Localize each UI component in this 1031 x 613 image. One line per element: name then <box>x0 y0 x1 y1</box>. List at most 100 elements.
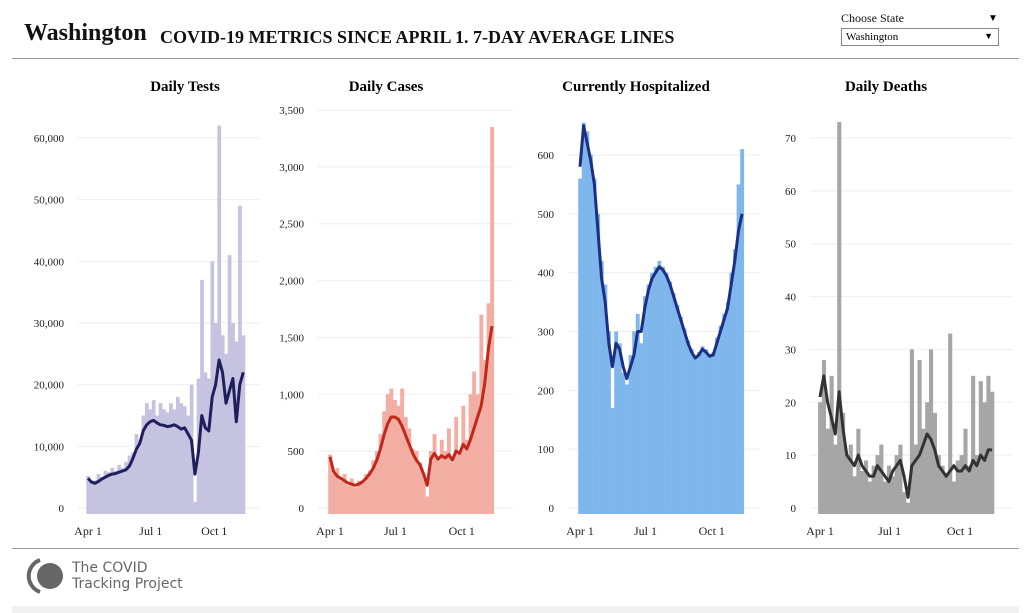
daily-bar <box>689 349 694 514</box>
daily-bar <box>450 462 455 514</box>
daily-bar <box>722 313 727 514</box>
daily-bar <box>736 184 741 514</box>
y-tick-label: 30,000 <box>34 318 65 330</box>
daily-bar <box>389 388 394 514</box>
daily-bar <box>596 213 601 515</box>
daily-bar <box>617 343 622 514</box>
seven-day-average-line <box>86 358 245 485</box>
daily-bar <box>89 483 94 514</box>
daily-bar <box>653 266 658 514</box>
daily-bar <box>646 284 651 514</box>
daily-bar <box>193 501 197 514</box>
daily-bar <box>227 255 232 514</box>
x-tick-label: Oct 1 <box>699 524 725 538</box>
daily-bar <box>733 249 737 514</box>
daily-bar <box>906 502 911 514</box>
daily-bar <box>894 455 899 514</box>
daily-bar <box>138 440 142 514</box>
covid-tracking-project-logo[interactable]: The COVID Tracking Project <box>26 556 183 596</box>
daily-bar <box>971 375 976 514</box>
daily-bar <box>443 451 448 514</box>
y-tick-label: 60 <box>785 186 797 198</box>
daily-bar <box>371 460 376 514</box>
choose-state-label: Choose State <box>841 11 904 25</box>
daily-bar <box>396 405 401 514</box>
y-tick-label: 2,500 <box>279 219 304 231</box>
x-tick-label: Jul 1 <box>384 524 407 538</box>
daily-bar <box>929 349 934 514</box>
daily-bar <box>349 478 354 514</box>
y-tick-label: 0 <box>549 503 555 515</box>
daily-bar <box>385 394 390 514</box>
daily-bar <box>407 428 412 514</box>
daily-bar <box>821 360 827 514</box>
daily-bar <box>425 496 430 514</box>
y-tick-label: 20 <box>785 397 797 409</box>
y-tick-label: 1,500 <box>279 332 304 344</box>
state-select[interactable]: Washington ▼ <box>841 28 999 46</box>
daily-bar <box>124 461 128 514</box>
daily-bar <box>589 155 593 514</box>
daily-bar <box>610 407 615 514</box>
daily-bar <box>921 428 926 514</box>
daily-bar <box>106 472 111 514</box>
daily-bar <box>686 340 691 514</box>
daily-bar <box>632 331 637 514</box>
daily-bar <box>661 266 665 514</box>
daily-bar <box>113 471 118 514</box>
daily-bar <box>729 272 734 514</box>
y-tick-label: 50 <box>785 239 797 251</box>
daily-bar <box>883 481 888 514</box>
logo-icon <box>26 558 63 594</box>
y-tick-label: 70 <box>785 133 797 145</box>
daily-bar <box>439 439 444 514</box>
daily-bar <box>693 357 698 514</box>
daily-bar <box>936 455 941 514</box>
daily-bar <box>472 371 477 514</box>
daily-bar <box>725 302 730 514</box>
daily-bar <box>335 468 340 514</box>
daily-bar <box>465 439 469 514</box>
daily-bar <box>639 343 644 514</box>
daily-bar <box>217 125 222 515</box>
daily-bar <box>707 353 712 514</box>
daily-bar <box>951 481 957 514</box>
y-tick-label: 1,000 <box>279 389 304 401</box>
x-tick-label: Apr 1 <box>316 524 344 538</box>
daily-bar <box>599 260 604 514</box>
y-tick-label: 40 <box>785 292 797 304</box>
daily-bar <box>959 455 964 514</box>
daily-bar <box>331 473 336 514</box>
daily-bar <box>418 462 423 514</box>
daily-bar <box>207 378 211 514</box>
daily-bar <box>875 455 880 514</box>
daily-bar <box>346 485 351 514</box>
daily-bar <box>353 487 358 514</box>
y-tick-label: 3,500 <box>279 105 304 117</box>
y-tick-label: 600 <box>538 150 555 162</box>
daily-bar <box>234 341 239 514</box>
daily-bar <box>339 480 343 514</box>
chart-title: Currently Hospitalized <box>562 79 710 95</box>
daily-bar <box>141 415 146 514</box>
x-tick-label: Jul 1 <box>139 524 162 538</box>
daily-bar <box>457 451 462 514</box>
chevron-down-icon[interactable]: ▼ <box>988 13 998 24</box>
daily-bar <box>165 412 170 514</box>
x-tick-label: Apr 1 <box>74 524 102 538</box>
x-tick-label: Oct 1 <box>947 524 973 538</box>
daily-bar <box>203 372 208 514</box>
daily-bar <box>148 409 153 514</box>
daily-bar <box>475 394 480 514</box>
daily-bar <box>179 403 184 514</box>
y-tick-label: 200 <box>538 385 555 397</box>
daily-bar <box>879 444 884 514</box>
daily-bar <box>917 360 922 514</box>
daily-bar <box>172 409 177 514</box>
daily-bar <box>155 415 160 514</box>
daily-bar <box>578 178 583 515</box>
daily-bar <box>675 305 680 514</box>
daily-bar <box>856 428 861 514</box>
daily-bar <box>342 473 347 514</box>
daily-bar <box>436 456 441 514</box>
